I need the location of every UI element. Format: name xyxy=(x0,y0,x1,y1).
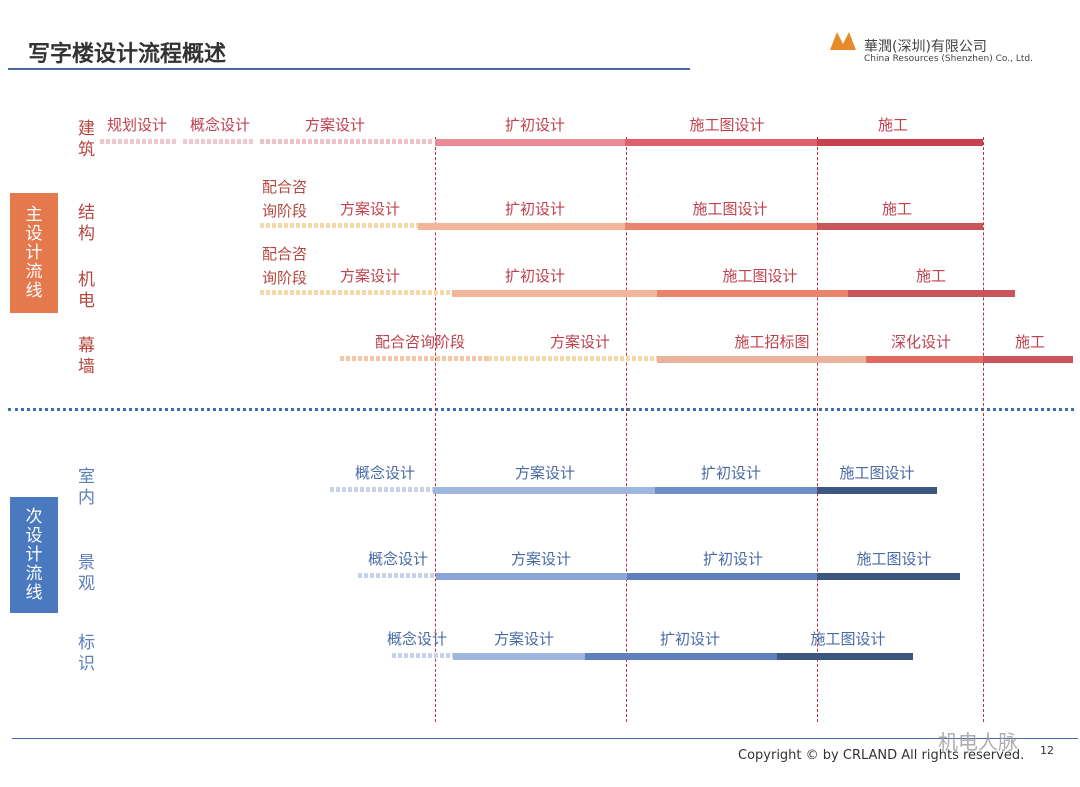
phase-bar xyxy=(657,290,848,297)
phase-label: 施工图设计 xyxy=(839,464,915,482)
copyright: Copyright © by CRLAND All rights reserve… xyxy=(738,748,1025,763)
phase-label: 扩初设计 xyxy=(702,550,764,568)
phase-label: 施工图设计 xyxy=(692,200,768,218)
phase-bar xyxy=(866,356,983,363)
phase-bar xyxy=(817,573,960,580)
phase-label: 扩初设计 xyxy=(504,267,566,285)
phase-bar xyxy=(436,573,627,580)
phase-label: 配合咨询阶段 xyxy=(262,178,308,220)
phase-label: 方案设计 xyxy=(493,630,555,648)
phase-label: 配合咨询阶段 xyxy=(374,333,466,351)
milestone-line xyxy=(983,137,984,722)
row-label: 建筑 xyxy=(78,119,95,160)
phase-label: 概念设计 xyxy=(189,116,251,134)
phase-label: 概念设计 xyxy=(367,550,429,568)
phase-bar xyxy=(358,573,436,578)
phase-bar xyxy=(655,487,817,494)
phase-label: 施工图设计 xyxy=(689,116,765,134)
row-label: 景观 xyxy=(78,553,95,594)
title: 写字楼设计流程概述 xyxy=(28,42,227,67)
phase-label: 扩初设计 xyxy=(659,630,721,648)
phase-label: 方案设计 xyxy=(339,267,401,285)
milestone-line xyxy=(626,137,627,722)
phase-label: 施工图设计 xyxy=(810,630,886,648)
divider xyxy=(8,408,1074,411)
title-rule xyxy=(8,68,690,70)
page-number: 12 xyxy=(1040,744,1054,757)
row-label: 标识 xyxy=(78,633,95,674)
phase-bar xyxy=(657,356,866,363)
phase-label: 施工 xyxy=(881,200,913,218)
phase-bar xyxy=(183,139,255,144)
phase-bar xyxy=(330,487,433,492)
phase-label: 施工图设计 xyxy=(722,267,798,285)
phase-bar xyxy=(817,139,983,146)
phase-label: 方案设计 xyxy=(304,116,366,134)
phase-bar xyxy=(260,223,418,228)
phase-label: 施工 xyxy=(1014,333,1046,351)
phase-bar xyxy=(488,356,657,361)
phase-bar xyxy=(392,653,453,658)
group-label: 主设计流线 xyxy=(10,193,58,313)
phase-bar xyxy=(777,653,913,660)
phase-bar xyxy=(625,139,817,146)
phase-label: 扩初设计 xyxy=(504,200,566,218)
phase-bar xyxy=(340,356,488,361)
phase-bar xyxy=(452,290,657,297)
phase-bar xyxy=(453,653,585,660)
phase-bar xyxy=(260,290,452,295)
phase-bar xyxy=(625,223,817,230)
phase-bar xyxy=(817,223,983,230)
phase-label: 方案设计 xyxy=(549,333,611,351)
phase-bar xyxy=(817,487,937,494)
phase-label: 深化设计 xyxy=(890,333,952,351)
row-label: 结构 xyxy=(78,203,95,244)
phase-label: 方案设计 xyxy=(339,200,401,218)
logo xyxy=(830,32,856,50)
phase-label: 规划设计 xyxy=(106,116,168,134)
phase-label: 施工 xyxy=(877,116,909,134)
phase-bar xyxy=(848,290,1015,297)
company-cn: 華潤(深圳)有限公司 xyxy=(864,39,987,55)
phase-bar xyxy=(435,139,625,146)
footer-rule xyxy=(12,738,1078,739)
phase-bar xyxy=(433,487,655,494)
milestone-line xyxy=(435,137,436,722)
phase-label: 配合咨询阶段 xyxy=(262,245,308,287)
phase-bar xyxy=(100,139,177,144)
watermark: 机电人脉 xyxy=(938,730,1018,754)
milestone-line xyxy=(817,137,818,722)
phase-label: 概念设计 xyxy=(386,630,448,648)
phase-label: 概念设计 xyxy=(354,464,416,482)
row-label: 室内 xyxy=(78,467,95,508)
company-en: China Resources (Shenzhen) Co., Ltd. xyxy=(864,54,1033,64)
phase-label: 扩初设计 xyxy=(504,116,566,134)
phase-bar xyxy=(627,573,817,580)
phase-label: 施工图设计 xyxy=(856,550,932,568)
phase-bar xyxy=(585,653,777,660)
row-label: 幕墙 xyxy=(78,336,95,377)
group-label: 次设计流线 xyxy=(10,497,58,613)
phase-label: 施工 xyxy=(915,267,947,285)
phase-bar xyxy=(983,356,1073,363)
phase-label: 方案设计 xyxy=(514,464,576,482)
phase-label: 施工招标图 xyxy=(734,333,810,351)
phase-label: 方案设计 xyxy=(510,550,572,568)
phase-bar xyxy=(418,223,625,230)
row-label: 机电 xyxy=(78,270,95,311)
phase-label: 扩初设计 xyxy=(700,464,762,482)
phase-bar xyxy=(260,139,433,144)
